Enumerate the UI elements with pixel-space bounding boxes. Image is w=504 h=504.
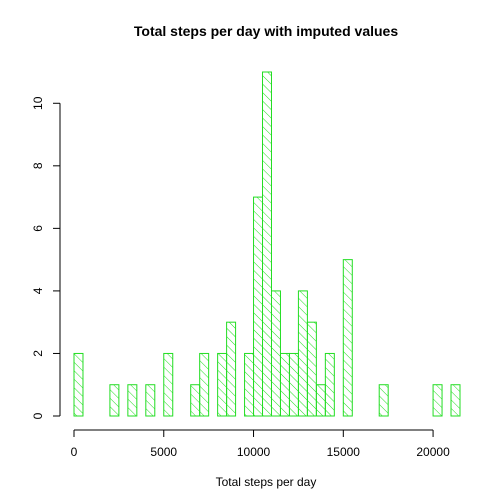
histogram-bar-16 [217,352,228,417]
x-axis: 0 5000 10000 15000 20000 [71,429,450,459]
histogram-bar-20 [253,196,264,417]
histogram-bar-22 [270,290,281,417]
histogram-bar-23 [279,352,290,417]
histogram-bar-30 [342,259,353,417]
y-tick-label-4: 8 [31,162,45,169]
x-tick-label-3: 15000 [327,445,361,459]
histogram-bar-26 [306,321,317,417]
histogram-bar-8 [145,384,156,417]
y-tick-label-1: 2 [31,350,45,357]
histogram-bar-25 [297,290,308,417]
x-tick-label-2: 10000 [237,445,271,459]
histogram-bar-0 [73,352,84,417]
x-tick-label-4: 20000 [416,445,450,459]
y-tick-label-2: 4 [31,287,45,294]
histogram-bar-10 [163,352,174,417]
chart-title: Total steps per day with imputed values [134,23,398,39]
histogram-bar-13 [190,384,201,417]
histogram-bar-14 [199,352,210,417]
y-tick-label-3: 6 [31,225,45,232]
y-tick-label-0: 0 [31,412,45,419]
x-tick-label-1: 5000 [150,445,177,459]
histogram-bar-19 [244,352,255,417]
histogram-bar-21 [262,71,272,417]
y-axis: 0 2 4 6 8 10 [31,96,61,419]
histogram-bar-42 [450,384,461,417]
histogram-bar-4 [109,384,120,417]
histogram-bar-34 [378,384,389,417]
x-axis-label: Total steps per day [216,475,317,489]
histogram-bar-24 [288,352,299,417]
histogram-bar-28 [324,352,335,417]
bars [73,71,461,417]
histogram-bar-40 [432,384,443,417]
histogram-bar-27 [315,384,326,417]
y-tick-label-5: 10 [31,96,45,110]
histogram-bar-17 [226,321,237,417]
histogram-bar-6 [127,384,138,417]
x-tick-label-0: 0 [71,445,78,459]
